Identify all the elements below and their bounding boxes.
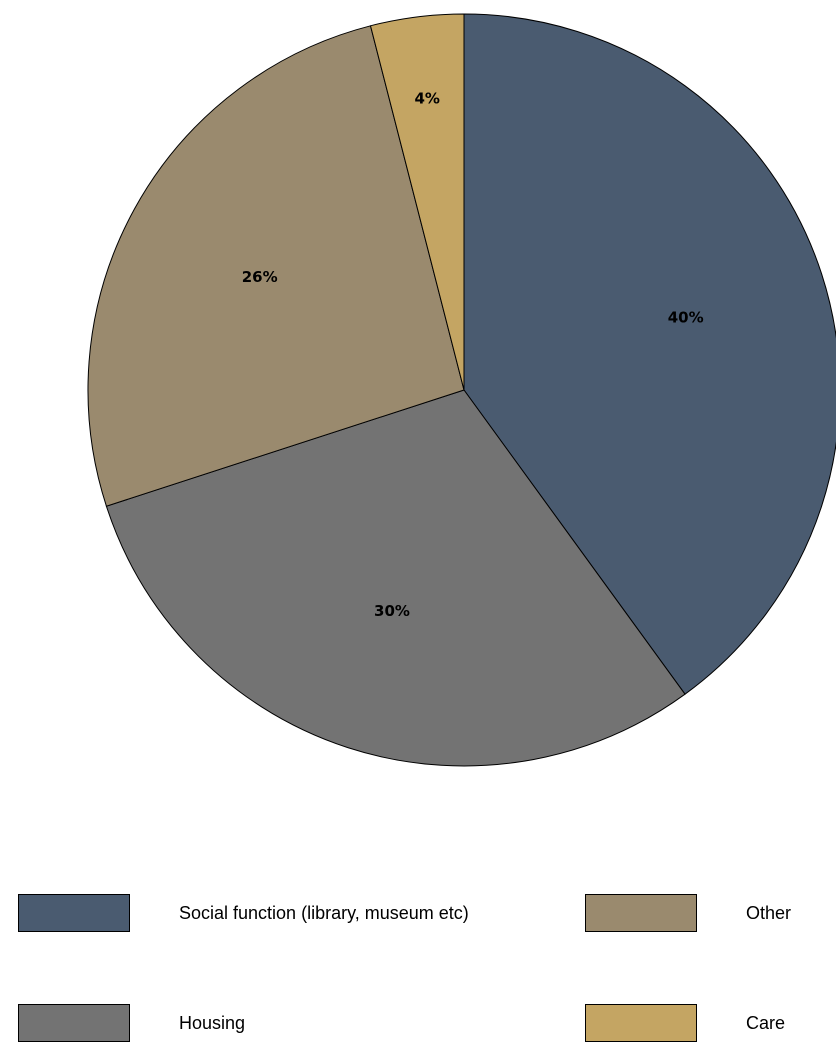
pie-slice-social bbox=[463, 13, 836, 695]
legend-swatch-housing bbox=[18, 1004, 130, 1042]
data-label-housing: 30% bbox=[374, 602, 410, 620]
legend-item-housing: Housing bbox=[18, 1003, 245, 1043]
legend-item-social-function: Social function (library, museum etc) bbox=[18, 893, 469, 933]
legend-swatch-care bbox=[585, 1004, 697, 1042]
pie-slice-other bbox=[87, 25, 465, 507]
pie-data-labels: 40% 30% 26% 4% bbox=[242, 90, 704, 621]
data-label-social: 40% bbox=[668, 309, 704, 327]
data-label-care: 4% bbox=[414, 90, 439, 108]
legend-item-care: Care bbox=[585, 1003, 785, 1043]
data-label-other: 26% bbox=[242, 268, 278, 286]
pie-chart: 40% 30% 26% 4% bbox=[87, 13, 836, 767]
legend-swatch-social-function bbox=[18, 894, 130, 932]
legend-label-social-function: Social function (library, museum etc) bbox=[179, 902, 469, 923]
pie-slice-care bbox=[369, 13, 465, 391]
legend-swatch-other bbox=[585, 894, 697, 932]
legend-label-care: Care bbox=[746, 1012, 786, 1033]
pie-slices bbox=[87, 13, 836, 767]
pie-slice-housing bbox=[105, 389, 686, 767]
legend-item-other: Other bbox=[585, 893, 791, 933]
legend-label-other: Other bbox=[746, 902, 792, 923]
legend-label-housing: Housing bbox=[179, 1012, 246, 1033]
